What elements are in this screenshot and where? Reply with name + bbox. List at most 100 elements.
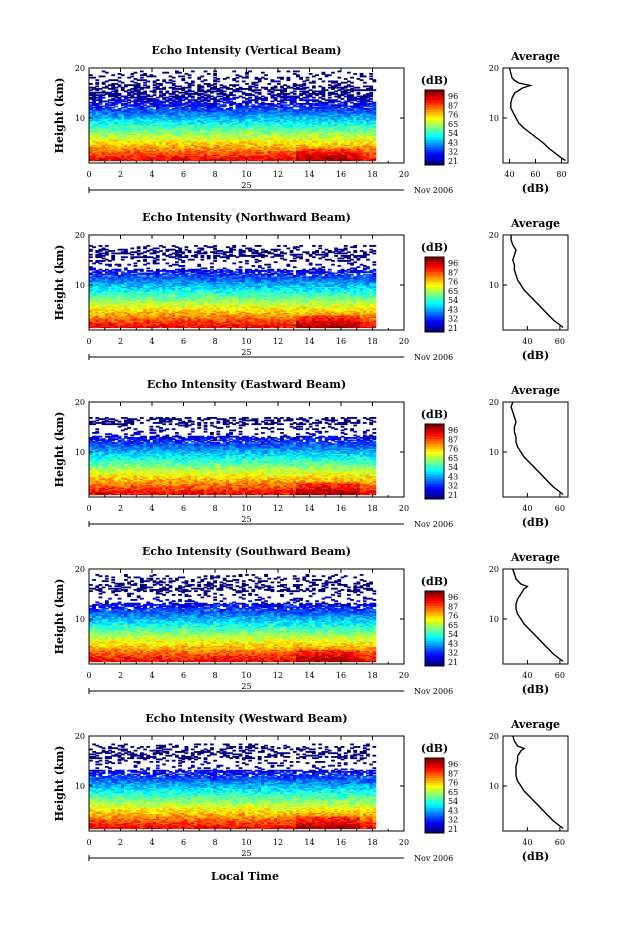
- heatmap-cells: [89, 417, 377, 496]
- colorbar-swatch: [425, 474, 444, 477]
- average-line: [508, 67, 566, 162]
- x-tick-label: 20: [399, 337, 409, 346]
- colorbar-tick-label: 21: [448, 658, 458, 667]
- average-x-tick-label: 40: [522, 337, 532, 346]
- colorbar-tick-label: 76: [448, 445, 458, 454]
- average-y-tick-label: 20: [489, 732, 499, 741]
- x-tick-label: 12: [273, 838, 283, 847]
- colorbar-tick-label: 76: [448, 779, 458, 788]
- average-x-tick-label: 40: [522, 504, 532, 513]
- colorbar-tick-label: 96: [448, 92, 458, 101]
- average-x-tick-label: 40: [522, 671, 532, 680]
- x-tick-label: 10: [241, 170, 251, 179]
- panel-3: Echo Intensity (Southward Beam) 0 2 4 6 8 10 12…: [53, 545, 569, 696]
- colorbar-swatch: [425, 628, 444, 632]
- y-tick-label: 10: [75, 448, 85, 457]
- colorbar-swatch: [425, 653, 444, 657]
- colorbar-swatch: [425, 765, 444, 769]
- x-tick-label: 0: [86, 838, 91, 847]
- colorbar-swatch: [425, 608, 444, 612]
- colorbar-swatch: [425, 262, 444, 265]
- colorbar-swatch: [425, 272, 444, 275]
- colorbar-swatch: [425, 130, 444, 133]
- colorbar-swatch: [425, 257, 444, 260]
- y-tick-label: 10: [75, 782, 85, 791]
- average-frame: [502, 234, 569, 331]
- colorbar-swatch: [425, 112, 444, 116]
- x-tick-label: 18: [367, 838, 377, 847]
- x-tick-label: 6: [181, 504, 186, 513]
- colorbar-swatch: [425, 800, 444, 804]
- x-tick-label: 14: [304, 337, 314, 346]
- average-y-tick-label: 10: [489, 281, 499, 290]
- colorbar-swatch: [425, 277, 444, 280]
- colorbar-tick-label: 76: [448, 111, 458, 120]
- colorbar-swatch: [425, 656, 444, 659]
- panel-title: Echo Intensity (Northward Beam): [142, 211, 351, 224]
- colorbar-swatch: [425, 324, 444, 328]
- y-tick-label: 20: [75, 231, 85, 240]
- colorbar-swatch: [425, 464, 444, 467]
- average-x-tick-label: 80: [556, 170, 566, 179]
- y-tick-label: 20: [75, 398, 85, 407]
- colorbar-swatch: [425, 626, 444, 629]
- colorbar-swatch: [425, 593, 444, 597]
- x-tick-label: 20: [399, 504, 409, 513]
- colorbar-swatch: [425, 284, 444, 288]
- colorbar-tick-label: 43: [448, 138, 458, 147]
- y-tick-label: 20: [75, 64, 85, 73]
- colorbar-swatch: [425, 633, 444, 637]
- average-frame: [502, 735, 569, 832]
- average-x-tick-label: 40: [504, 170, 514, 179]
- colorbar-swatch: [425, 651, 444, 654]
- colorbar-swatch: [425, 142, 444, 146]
- x-tick-label: 20: [399, 838, 409, 847]
- average-y-tick-label: 20: [489, 64, 499, 73]
- x-tick-label: 16: [336, 671, 346, 680]
- x-tick-label: 6: [181, 671, 186, 680]
- colorbar-tick-label: 21: [448, 157, 458, 166]
- colorbar-swatch: [425, 294, 444, 298]
- colorbar-tick-label: 87: [448, 101, 458, 110]
- colorbar-swatch: [425, 120, 444, 123]
- colorbar-swatch: [425, 484, 444, 487]
- panel-title: Echo Intensity (Southward Beam): [142, 545, 351, 558]
- colorbar-swatch: [425, 795, 444, 799]
- colorbar-swatch: [425, 496, 444, 500]
- date-label: Nov 2006: [414, 687, 453, 696]
- colorbar-swatch: [425, 596, 444, 599]
- average-frame: [502, 568, 569, 665]
- colorbar-swatch: [425, 314, 444, 318]
- colorbar-swatch: [425, 304, 444, 308]
- colorbar-tick-label: 54: [448, 797, 458, 806]
- colorbar-tick-label: 87: [448, 435, 458, 444]
- average-y-tick-label: 10: [489, 782, 499, 791]
- average-x-label: (dB): [522, 182, 549, 195]
- colorbar-swatch: [425, 105, 444, 108]
- colorbar-swatch: [425, 491, 444, 495]
- colorbar-tick-label: 65: [448, 621, 458, 630]
- average-x-tick-label: 40: [522, 838, 532, 847]
- colorbar-swatch: [425, 648, 444, 652]
- colorbar-swatch: [425, 479, 444, 482]
- average-title: Average: [510, 718, 560, 731]
- colorbar-swatch: [425, 780, 444, 784]
- colorbar-swatch: [425, 302, 444, 305]
- colorbar-tick-label: 32: [448, 649, 458, 658]
- panel-title: Echo Intensity (Eastward Beam): [147, 378, 346, 391]
- colorbar-swatch: [425, 466, 444, 470]
- x-tick-label: 10: [241, 504, 251, 513]
- colorbar-swatch: [425, 157, 444, 161]
- x-tick-label: 6: [181, 337, 186, 346]
- average-line: [512, 568, 564, 663]
- average-x-tick-label: 60: [555, 337, 565, 346]
- date-label: Nov 2006: [414, 353, 453, 362]
- colorbar-swatch: [425, 307, 444, 310]
- average-line: [510, 235, 564, 329]
- x-tick-label: 6: [181, 838, 186, 847]
- average-x-tick-label: 60: [555, 504, 565, 513]
- y-tick-label: 10: [75, 281, 85, 290]
- colorbar-swatch: [425, 486, 444, 490]
